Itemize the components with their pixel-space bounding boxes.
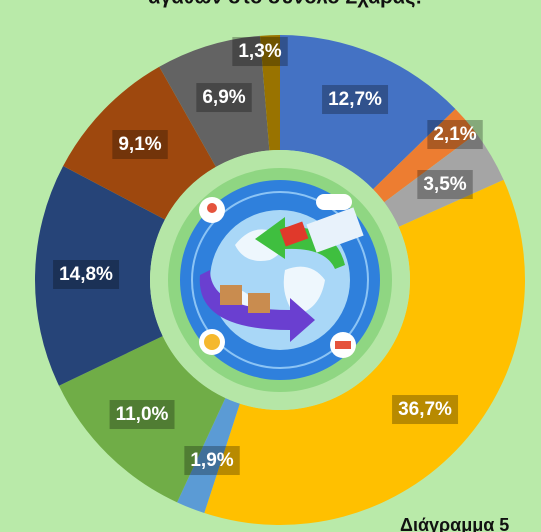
data-label: 36,7%	[398, 399, 452, 420]
chart-title: αγαθών στο σύνολο Σχάρας:	[148, 0, 422, 8]
page: αγαθών στο σύνολο Σχάρας: Διάγραμμα 5 12…	[0, 0, 541, 532]
data-label: 12,7%	[328, 89, 382, 110]
center-illustration	[150, 150, 410, 410]
data-label: 6,9%	[202, 87, 245, 108]
chart: αγαθών στο σύνολο Σχάρας: Διάγραμμα 5 12…	[0, 0, 541, 532]
data-label: 14,8%	[59, 264, 113, 285]
data-label: 3,5%	[423, 174, 466, 195]
pin	[207, 203, 217, 213]
box	[220, 285, 242, 305]
data-label: 1,3%	[238, 41, 281, 62]
box	[248, 293, 270, 313]
caption: Διάγραμμα 5	[400, 515, 509, 532]
data-label: 2,1%	[433, 124, 476, 145]
data-label: 11,0%	[116, 404, 169, 425]
note	[204, 334, 220, 350]
data-label: 1,9%	[190, 450, 233, 471]
rating-icon	[316, 194, 352, 210]
tag	[335, 341, 351, 349]
data-label: 9,1%	[118, 134, 161, 155]
